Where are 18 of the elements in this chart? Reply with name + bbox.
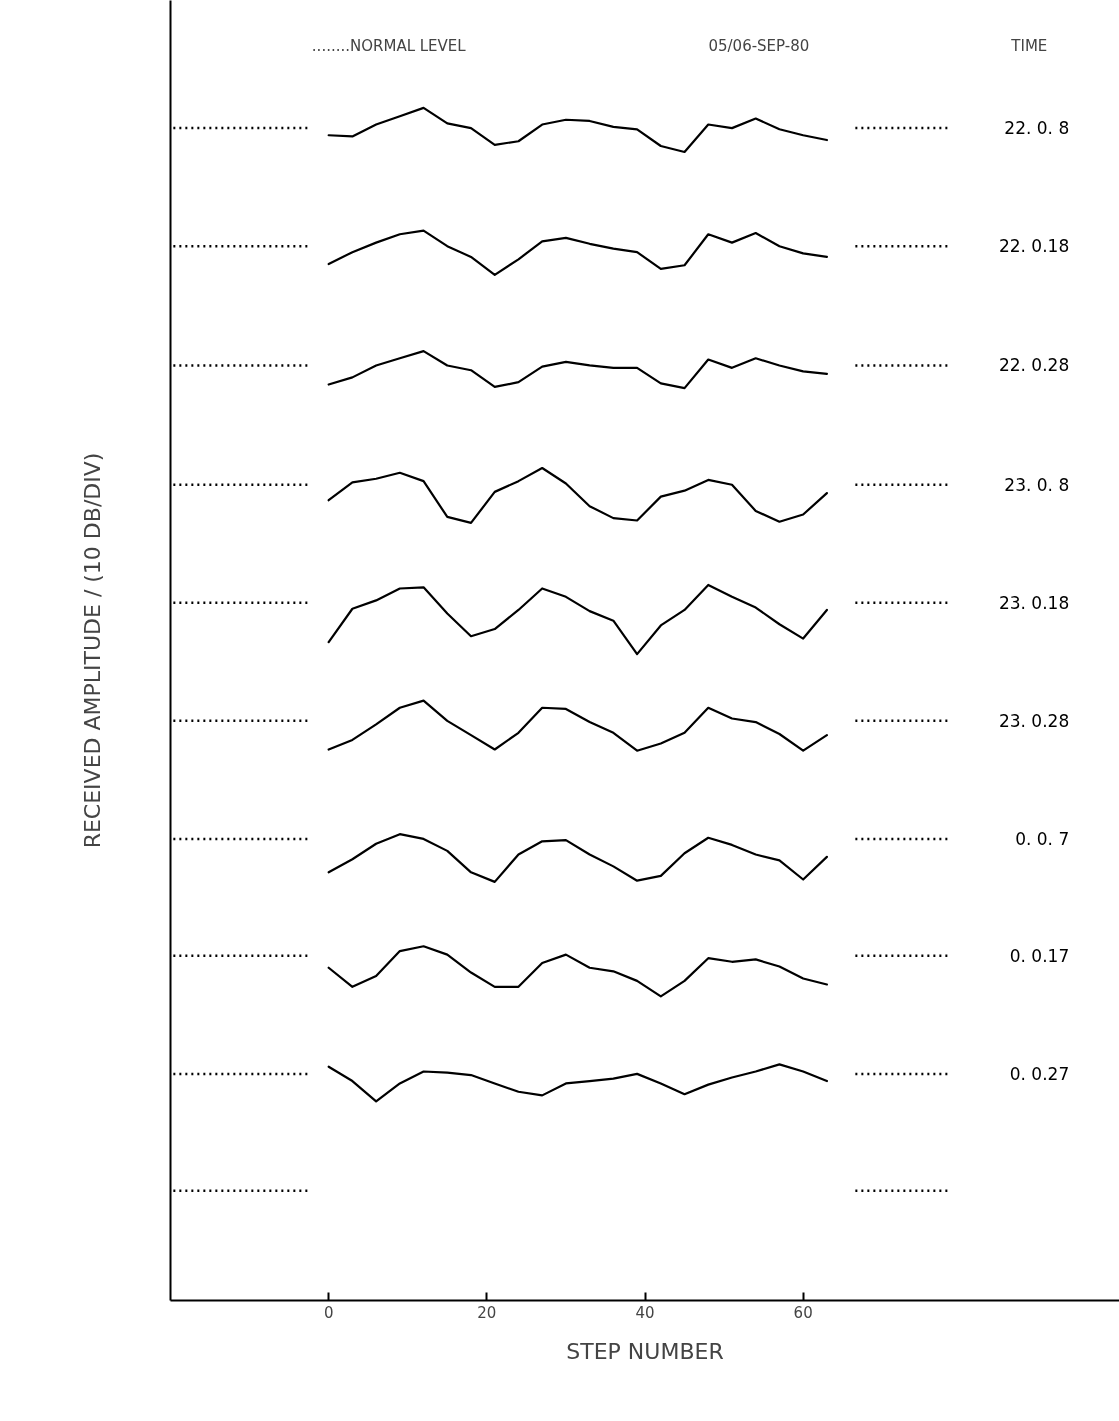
x-tick-label: 20 [477,1303,497,1322]
x-tick-label: 60 [793,1303,813,1322]
text: 23. 0.28 [998,710,1070,731]
x-tick-label: 40 [635,1303,655,1322]
text: ........NORMAL LEVEL [311,37,467,55]
text: 05/06-SEP-80 [708,37,810,55]
text: 23. 0.18 [998,592,1070,613]
text: TIME [1010,37,1048,55]
text: 22. 0.28 [998,355,1070,376]
text: 22. 0.18 [998,236,1070,257]
x-tick-label: 0 [323,1303,334,1322]
text: 0. 0.17 [1009,945,1070,966]
y-axis-title: RECEIVED AMPLITUDE / (10 DB/DIV) [79,452,105,849]
text: 23. 0. 8 [1004,474,1070,495]
text: 22. 0. 8 [1004,118,1070,139]
x-axis-title: STEP NUMBER [566,1338,724,1364]
text: 0. 0. 7 [1015,828,1070,849]
text: 0. 0.27 [1009,1063,1070,1084]
